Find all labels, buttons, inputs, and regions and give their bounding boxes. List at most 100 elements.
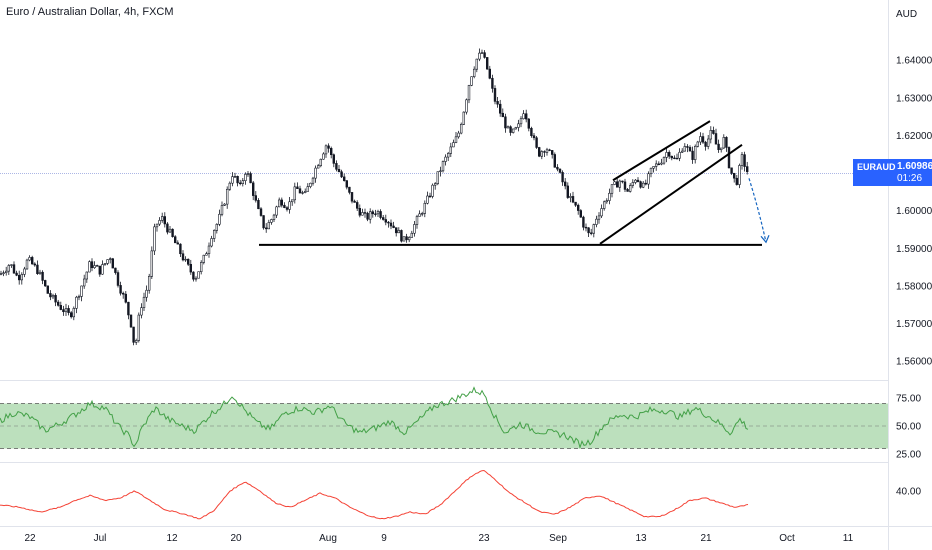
candle-body — [644, 182, 648, 185]
indicator-panel — [0, 469, 749, 520]
candle — [381, 214, 385, 221]
candle-body — [25, 259, 29, 270]
candle-body — [43, 280, 47, 287]
candle-body — [657, 163, 661, 165]
candle — [548, 148, 551, 152]
candle-body — [137, 314, 140, 341]
candle-body — [220, 205, 224, 215]
candle — [686, 144, 689, 153]
candle-body — [319, 158, 322, 166]
candle-body — [397, 230, 400, 234]
candle-body — [623, 181, 627, 190]
price-tick-label: 1.56000 — [896, 357, 932, 368]
candle — [701, 132, 705, 144]
price-tick-label: 1.58000 — [896, 281, 932, 292]
candle — [228, 181, 231, 191]
time-tick-label: 9 — [381, 533, 387, 544]
candle — [129, 314, 133, 328]
price-tag: EURAUD 1.60986 01:26 — [853, 159, 932, 186]
candle — [62, 305, 65, 316]
candle — [270, 218, 273, 225]
candle-body — [166, 223, 169, 233]
candle — [184, 256, 187, 262]
candle — [43, 279, 47, 287]
candle-body — [449, 146, 452, 154]
candle-body — [38, 271, 42, 274]
candle-body — [80, 285, 83, 297]
candle — [379, 209, 382, 220]
candle — [511, 128, 515, 134]
candle-body — [311, 177, 315, 184]
candle — [537, 146, 541, 158]
candle — [340, 169, 343, 178]
candle — [5, 266, 8, 276]
candle-body — [579, 210, 583, 218]
indicator-line — [0, 469, 749, 520]
candle-body — [379, 211, 382, 218]
candle — [166, 222, 169, 235]
candle-body — [600, 208, 603, 217]
candle — [563, 178, 567, 190]
candle-body — [264, 227, 268, 230]
candle — [355, 200, 359, 211]
candle-body — [589, 232, 593, 234]
candle — [498, 99, 502, 117]
candle — [252, 180, 255, 201]
candle — [7, 264, 11, 275]
candle — [267, 219, 270, 230]
candle-body — [654, 163, 658, 167]
candle — [688, 145, 692, 152]
candle — [311, 176, 315, 186]
candle — [0, 270, 3, 276]
candle — [673, 155, 676, 160]
candle-body — [254, 195, 257, 201]
rsi-line — [0, 386, 749, 450]
candle-body — [478, 52, 481, 60]
candle — [535, 136, 538, 149]
candle — [649, 167, 653, 178]
candle-body — [566, 185, 570, 198]
candle — [407, 236, 411, 243]
candle — [371, 209, 374, 218]
candle-body — [75, 296, 78, 309]
candle — [15, 270, 18, 277]
candle — [558, 168, 562, 174]
rsi-tick-label: 25.00 — [896, 450, 921, 461]
candle — [621, 180, 624, 184]
candle-body — [608, 192, 611, 201]
candle-body — [701, 136, 705, 143]
candle-body — [550, 150, 554, 155]
candle — [657, 161, 661, 166]
candle — [597, 212, 601, 224]
candle-body — [693, 146, 697, 160]
candle — [527, 118, 531, 132]
candle-body — [483, 52, 486, 58]
candle — [745, 161, 749, 175]
candle-body — [119, 285, 122, 294]
candle-body — [592, 224, 596, 234]
candle-body — [158, 220, 161, 225]
candle-body — [714, 133, 718, 145]
candle-body — [688, 147, 692, 152]
candle-body — [231, 176, 234, 184]
candle — [272, 213, 276, 223]
candle — [301, 190, 304, 195]
candle — [111, 257, 115, 269]
candle-body — [314, 167, 317, 179]
candle-body — [228, 182, 231, 190]
price-tag-value: 1.60986 — [897, 161, 932, 172]
candle — [93, 261, 96, 269]
candle — [652, 166, 655, 173]
candle — [631, 179, 635, 189]
candle-body — [272, 214, 276, 220]
candle-body — [96, 265, 99, 267]
time-tick-label: 13 — [635, 533, 647, 544]
candle-body — [732, 172, 736, 179]
candle-body — [376, 211, 380, 215]
candle-body — [467, 85, 471, 101]
candle-body — [384, 219, 387, 223]
candle-body — [30, 257, 34, 265]
candle-body — [699, 136, 702, 143]
candle — [675, 153, 679, 160]
